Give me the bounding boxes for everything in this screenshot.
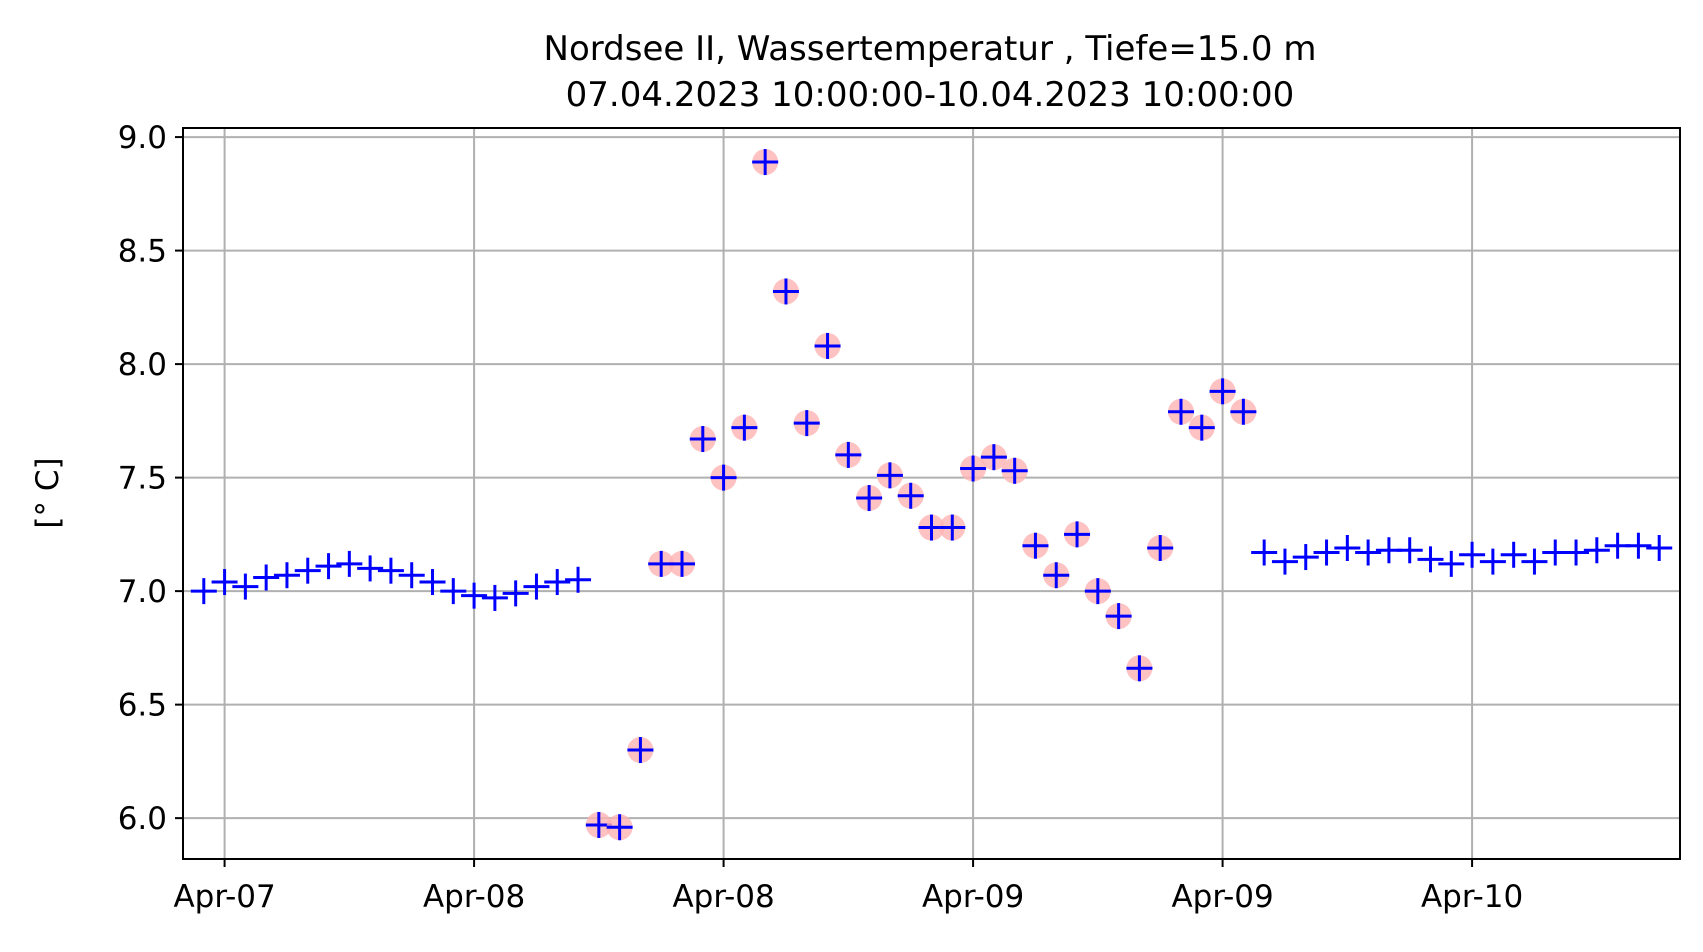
data-point	[1188, 414, 1215, 441]
data-point	[627, 737, 654, 764]
x-tick-label: Apr-09	[922, 879, 1024, 915]
data-point	[1459, 541, 1486, 568]
data-points	[190, 149, 1673, 841]
data-point	[710, 464, 737, 491]
y-tick-label: 9.0	[118, 120, 167, 156]
data-point	[336, 550, 363, 577]
data-point	[1355, 539, 1382, 566]
data-point	[1500, 541, 1527, 568]
data-point	[648, 550, 675, 577]
data-point	[960, 455, 987, 482]
data-point	[1043, 562, 1070, 589]
data-point	[1521, 548, 1548, 575]
data-point	[1209, 378, 1236, 405]
data-point	[1105, 603, 1132, 630]
y-axis-label: [° C]	[30, 457, 66, 528]
data-point	[731, 414, 758, 441]
data-point	[1064, 521, 1091, 548]
data-point	[1084, 578, 1111, 605]
data-point	[980, 444, 1007, 471]
data-point	[814, 332, 841, 359]
data-point	[1230, 398, 1257, 425]
x-tick-label: Apr-08	[423, 879, 525, 915]
data-point	[1625, 532, 1652, 559]
y-tick-label: 7.0	[118, 574, 167, 610]
data-point	[1292, 544, 1319, 571]
data-point	[669, 550, 695, 577]
data-point	[1168, 398, 1194, 425]
y-tick-label: 8.0	[118, 347, 167, 383]
data-point	[398, 562, 425, 589]
data-point	[856, 485, 883, 512]
data-point	[523, 573, 550, 600]
data-point	[190, 578, 217, 605]
data-point	[793, 410, 820, 437]
data-point	[1126, 655, 1153, 682]
data-point	[1251, 539, 1278, 566]
data-point	[419, 569, 446, 596]
data-point	[502, 580, 529, 607]
data-point	[1334, 534, 1361, 561]
data-point	[315, 553, 342, 580]
x-tick-label: Apr-10	[1421, 879, 1523, 915]
chart-subtitle: 07.04.2023 10:00:00-10.04.2023 10:00:00	[566, 75, 1295, 115]
data-point	[1583, 537, 1610, 564]
data-point	[752, 149, 779, 176]
data-point	[606, 814, 633, 841]
x-axis: Apr-07 Apr-08 Apr-08 Apr-09 Apr-09 Apr-10	[173, 859, 1523, 915]
data-point	[1438, 550, 1465, 577]
data-point	[294, 557, 321, 584]
data-point	[232, 573, 259, 600]
data-point	[772, 278, 799, 305]
data-point	[1396, 537, 1423, 564]
data-point	[1479, 548, 1506, 575]
data-point	[273, 562, 300, 589]
y-tick-label: 8.5	[118, 234, 167, 270]
data-point	[481, 584, 508, 611]
data-point	[544, 569, 571, 596]
data-point	[1313, 539, 1340, 566]
data-point	[689, 426, 716, 453]
x-tick-label: Apr-07	[173, 879, 275, 915]
data-point	[939, 514, 966, 541]
data-point	[253, 564, 280, 591]
grid-lines	[183, 128, 1680, 859]
data-point	[377, 557, 404, 584]
data-point	[897, 482, 924, 509]
data-point	[440, 578, 467, 605]
data-point	[461, 582, 488, 609]
data-point	[1147, 534, 1174, 561]
data-point	[357, 555, 384, 582]
data-point	[835, 441, 862, 468]
data-point	[565, 566, 592, 593]
data-point	[1563, 539, 1590, 566]
plot-frame	[182, 127, 1681, 860]
y-tick-label: 6.5	[118, 688, 167, 724]
x-tick-label: Apr-08	[672, 879, 774, 915]
chart-title: Nordsee II, Wassertemperatur , Tiefe=15.…	[544, 29, 1317, 69]
x-tick-label: Apr-09	[1171, 879, 1273, 915]
data-point	[1646, 534, 1673, 561]
y-tick-label: 6.0	[118, 801, 167, 837]
data-point	[211, 569, 238, 596]
data-point	[1271, 548, 1298, 575]
y-tick-label: 7.5	[118, 461, 167, 497]
y-axis: 6.0 6.5 7.0 7.5 8.0 8.5 9.0	[118, 120, 183, 837]
data-point	[1001, 457, 1028, 484]
data-point	[1417, 546, 1444, 573]
data-point	[876, 462, 903, 489]
data-point	[1022, 532, 1049, 559]
